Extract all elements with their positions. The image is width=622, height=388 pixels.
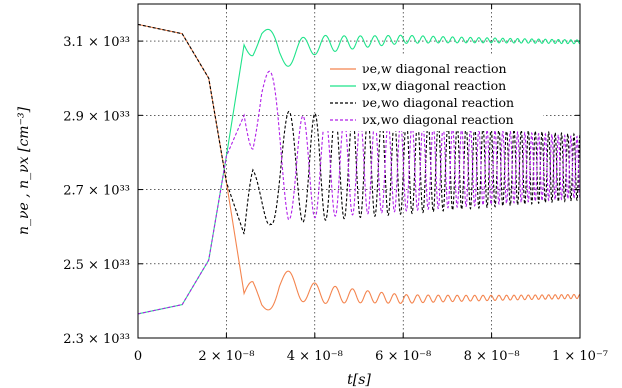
- y-axis-label: n_νe , n_νx [cm⁻³]: [16, 106, 32, 235]
- plot-frame: [137, 3, 581, 339]
- x-tick-label: 4 × 10⁻⁸: [287, 349, 343, 364]
- legend: νe,w diagonal reaction νx,w diagonal reac…: [330, 61, 514, 127]
- x-axis-label: t[s]: [347, 372, 371, 388]
- legend-label: νe,wo diagonal reaction: [362, 95, 514, 110]
- legend-label: νe,w diagonal reaction: [362, 61, 507, 76]
- x-tick-label: 2 × 10⁻⁸: [198, 349, 254, 364]
- legend-background: [319, 55, 543, 131]
- x-tick-label: 6 × 10⁻⁸: [375, 349, 431, 364]
- series-line: [137, 28, 581, 315]
- series-line: [137, 23, 581, 311]
- y-tick-label: 2.3 × 10³³: [63, 332, 130, 347]
- x-tick-label: 1 × 10⁻⁷: [552, 349, 608, 364]
- y-tick-label: 2.7 × 10³³: [63, 184, 130, 199]
- series-line: [137, 70, 581, 315]
- y-tick-label: 2.5 × 10³³: [63, 258, 130, 273]
- grid-layer: [138, 4, 580, 339]
- legend-label: νx,w diagonal reaction: [362, 78, 506, 93]
- y-tick-label: 2.9 × 10³³: [63, 109, 130, 124]
- legend-label: νx,wo diagonal reaction: [362, 112, 514, 127]
- x-tick-label: 0: [134, 349, 142, 364]
- y-tick-label: 3.1 × 10³³: [63, 35, 130, 50]
- label-layer: 0 2 × 10⁻⁸ 4 × 10⁻⁸ 6 × 10⁻⁸ 8 × 10⁻⁸ 1 × 10⁻…: [16, 35, 608, 388]
- x-tick-label: 8 × 10⁻⁸: [464, 349, 520, 364]
- tick-layer: [137, 4, 581, 339]
